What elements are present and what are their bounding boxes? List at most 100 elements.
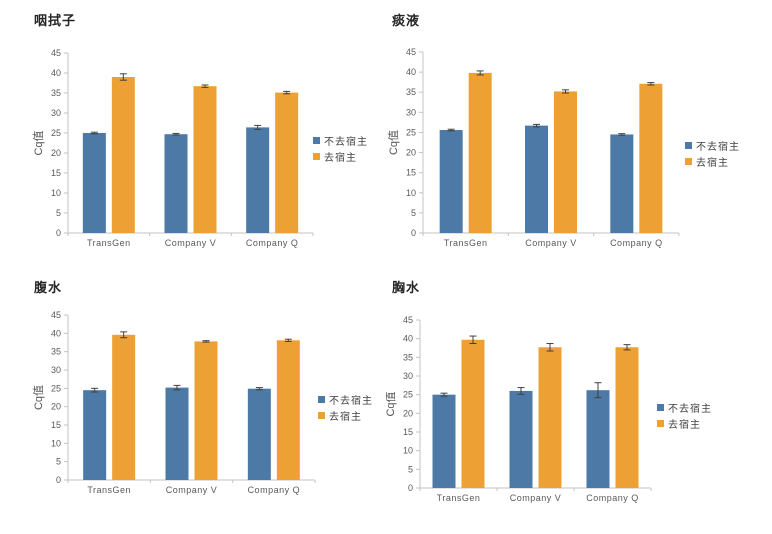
y-tick-label: 20 <box>403 408 413 418</box>
y-tick-label: 35 <box>403 352 413 362</box>
chart-title: 痰液 <box>392 13 421 28</box>
y-tick-label: 30 <box>406 107 416 117</box>
legend-item: 去宿主 <box>318 409 373 423</box>
bar-series2-cat1 <box>111 77 135 233</box>
y-tick-label: 25 <box>51 128 61 138</box>
chart-sputum: 痰液 0 5 10 15 20 25 30 35 40 45 TransGen Company V Co… <box>386 0 772 267</box>
y-tick-label: 45 <box>403 315 413 325</box>
y-tick-label: 45 <box>51 48 61 58</box>
y-axis-title: Cq值 <box>387 130 400 155</box>
y-axis-title: Cq值 <box>32 130 45 155</box>
bar-series1-cat1 <box>432 394 456 488</box>
category-label: TransGen <box>87 238 131 248</box>
category-label: Company Q <box>610 238 663 248</box>
chart-throat-swab: 咽拭子 0 5 10 15 20 25 30 35 40 45 TransGen Company V C… <box>0 0 386 267</box>
chart-legend: 不去宿主 去宿主 <box>657 401 712 431</box>
category-label: Company V <box>166 485 218 495</box>
bar-series2-cat2 <box>193 86 217 233</box>
bar-series2-cat1 <box>112 334 136 480</box>
y-tick-label: 20 <box>406 148 416 158</box>
legend-label: 去宿主 <box>696 158 729 169</box>
y-tick-label: 5 <box>408 464 413 474</box>
chart-title: 咽拭子 <box>34 13 77 28</box>
y-tick-label: 25 <box>51 383 61 393</box>
y-axis-title: Cq值 <box>32 385 45 410</box>
bar-series2-cat2 <box>538 347 562 488</box>
bar-series1-cat3 <box>246 127 270 233</box>
y-tick-label: 0 <box>56 475 61 485</box>
bar-series1-cat1 <box>439 130 463 233</box>
y-tick-label: 35 <box>406 87 416 97</box>
chart-title: 腹水 <box>34 280 63 295</box>
bar-series2-cat3 <box>615 347 639 488</box>
chart-legend: 不去宿主 去宿主 <box>318 393 373 423</box>
y-tick-label: 40 <box>51 328 61 338</box>
legend-label: 不去宿主 <box>324 137 368 148</box>
bar-series1-cat3 <box>586 390 610 488</box>
chart-plot: 0 5 10 15 20 25 30 35 40 45 TransGen Company V Compa… <box>32 310 316 495</box>
legend-swatch-series2 <box>318 412 325 419</box>
legend-item: 不去宿主 <box>657 401 712 415</box>
legend-item: 去宿主 <box>313 150 368 164</box>
y-tick-label: 5 <box>411 208 416 218</box>
y-tick-label: 45 <box>406 47 416 57</box>
y-tick-label: 35 <box>51 88 61 98</box>
bar-series2-cat1 <box>461 339 485 488</box>
legend-item: 不去宿主 <box>318 393 373 407</box>
y-tick-label: 15 <box>403 427 413 437</box>
category-label: Company Q <box>586 493 639 503</box>
legend-swatch-series1 <box>685 142 692 149</box>
bar-series1-cat2 <box>525 125 548 233</box>
legend-swatch-series2 <box>685 158 692 165</box>
legend-item: 去宿主 <box>685 155 740 169</box>
bar-series2-cat3 <box>639 83 663 233</box>
chart-plot: 0 5 10 15 20 25 30 35 40 45 TransGen Company V Compa… <box>386 315 652 503</box>
bar-series1-cat1 <box>82 133 106 233</box>
chart-legend: 不去宿主 去宿主 <box>685 139 740 169</box>
y-tick-label: 10 <box>403 446 413 456</box>
category-label: Company V <box>525 238 577 248</box>
legend-label: 去宿主 <box>324 153 357 164</box>
category-label: Company V <box>165 238 217 248</box>
y-tick-label: 40 <box>403 334 413 344</box>
chart-plot: 0 5 10 15 20 25 30 35 40 45 TransGen Company V Compa… <box>387 47 680 248</box>
y-axis-title: Cq值 <box>386 391 397 416</box>
category-label: TransGen <box>87 485 131 495</box>
y-tick-label: 30 <box>51 365 61 375</box>
y-tick-label: 40 <box>51 68 61 78</box>
bar-series2-cat3 <box>275 92 299 233</box>
legend-label: 不去宿主 <box>329 396 373 407</box>
bar-series2-cat2 <box>194 341 218 480</box>
legend-label: 去宿主 <box>329 412 362 423</box>
y-tick-label: 10 <box>51 188 61 198</box>
legend-item: 去宿主 <box>657 417 712 431</box>
chart-title: 胸水 <box>392 280 421 295</box>
category-label: Company Q <box>246 238 299 248</box>
y-tick-label: 45 <box>51 310 61 320</box>
y-tick-label: 25 <box>403 390 413 400</box>
y-tick-label: 15 <box>51 420 61 430</box>
y-tick-label: 30 <box>403 371 413 381</box>
category-label: TransGen <box>444 238 488 248</box>
legend-label: 去宿主 <box>668 420 701 431</box>
chart-pleural-fluid: 胸水 0 5 10 15 20 25 30 35 40 45 TransGen Company V Co… <box>386 267 772 534</box>
y-tick-label: 35 <box>51 347 61 357</box>
chart-ascites: 腹水 0 5 10 15 20 25 30 35 40 45 TransGen Company V Co… <box>0 267 386 534</box>
y-tick-label: 10 <box>51 438 61 448</box>
y-tick-label: 5 <box>56 208 61 218</box>
bar-series1-cat3 <box>610 134 634 233</box>
legend-item: 不去宿主 <box>313 134 368 148</box>
legend-item: 不去宿主 <box>685 139 740 153</box>
bar-series2-cat2 <box>554 91 577 233</box>
legend-label: 不去宿主 <box>668 404 712 415</box>
bar-series1-cat1 <box>83 390 107 480</box>
y-tick-label: 20 <box>51 402 61 412</box>
legend-swatch-series1 <box>657 404 664 411</box>
y-tick-label: 0 <box>411 228 416 238</box>
bar-series1-cat2 <box>164 134 188 233</box>
y-tick-label: 0 <box>56 228 61 238</box>
bar-series2-cat1 <box>468 72 492 233</box>
chart-legend: 不去宿主 去宿主 <box>313 134 368 164</box>
chart-plot: 0 5 10 15 20 25 30 35 40 45 TransGen Company V Compa… <box>32 48 314 248</box>
